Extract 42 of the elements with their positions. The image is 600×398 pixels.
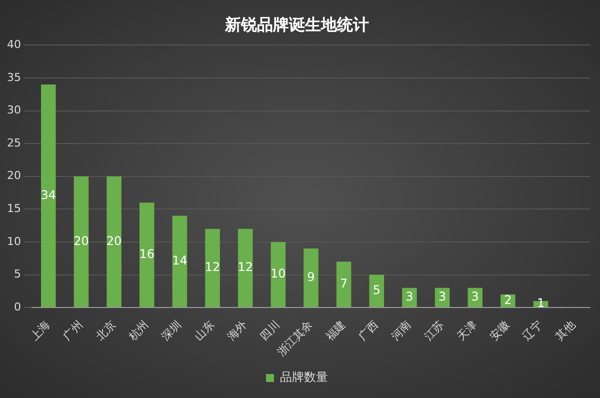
y-tick-label: 0 [14,300,21,314]
data-label: 3 [438,290,446,304]
x-tick-label: 福建 [323,318,348,343]
data-label: 16 [139,246,155,261]
x-tick-label: 海外 [224,318,250,343]
x-tick-label: 山东 [192,318,217,343]
y-tick-label: 20 [6,169,21,182]
data-label: 2 [504,292,512,307]
chart-title: 新锐品牌诞生地统计 [224,14,369,34]
data-label: 3 [406,290,414,304]
y-tick-label: 25 [6,136,21,150]
y-tick-label: 10 [6,234,21,248]
x-tick-label: 上海 [28,318,53,343]
data-label: 9 [307,270,315,284]
data-label: 34 [40,188,56,202]
y-tick-label: 40 [6,38,21,52]
x-tick-label: 江苏 [422,318,446,343]
data-label: 12 [204,260,220,274]
data-label: 20 [74,234,89,248]
x-tick-label: 深圳 [159,318,184,343]
x-tick-label: 安徽 [487,318,512,343]
data-label: 5 [372,283,380,298]
x-tick-label: 其他 [552,318,578,343]
data-label: 3 [471,290,479,304]
y-tick-label: 15 [6,202,21,216]
data-label: 7 [340,276,348,290]
y-tick-label: 5 [14,268,21,281]
x-tick-label: 广州 [60,318,86,343]
x-tick-label: 广西 [356,318,381,343]
x-tick-label: 河南 [388,318,414,343]
data-label: 20 [106,234,122,248]
x-tick-label: 天津 [454,318,480,343]
x-tick-label: 杭州 [126,318,152,344]
data-label: 10 [270,266,286,281]
y-tick-label: 30 [6,104,21,117]
legend-label: 品牌数量 [280,370,328,384]
y-tick-label: 35 [6,70,21,84]
x-tick-label: 四川 [258,318,282,343]
data-label: 12 [238,260,253,274]
x-tick-label: 辽宁 [520,318,545,343]
data-label: 14 [172,254,188,268]
x-tick-label: 北京 [93,318,118,343]
